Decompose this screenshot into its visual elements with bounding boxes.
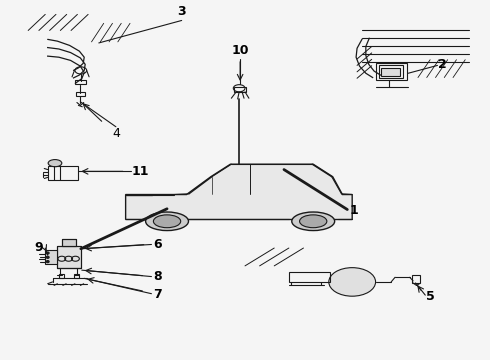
Ellipse shape [146,212,189,230]
Bar [76,92,85,96]
Ellipse shape [299,215,327,228]
Text: 8: 8 [153,270,162,283]
Text: 3: 3 [177,5,186,18]
Text: 4: 4 [112,127,120,140]
Bar [57,246,81,267]
Ellipse shape [329,267,375,296]
Text: 2: 2 [439,58,447,71]
Bar [234,87,246,92]
Bar [45,250,57,264]
Ellipse shape [46,256,49,258]
Ellipse shape [292,212,335,230]
Ellipse shape [46,261,49,263]
Ellipse shape [46,252,49,254]
Text: 11: 11 [132,165,149,178]
Bar [412,275,420,283]
Bar [62,239,76,246]
Ellipse shape [153,215,181,228]
Bar [74,274,79,278]
Ellipse shape [48,159,62,167]
Text: 10: 10 [231,44,249,57]
Text: 9: 9 [35,241,43,254]
Polygon shape [125,164,352,220]
Bar [48,166,78,180]
Bar [62,239,76,246]
Bar [379,66,403,78]
Bar [75,80,86,84]
Bar [289,272,330,282]
Text: 1: 1 [350,204,359,217]
Bar [375,63,407,80]
Bar [57,246,81,267]
Bar [59,274,64,278]
Bar [381,68,400,76]
Text: 5: 5 [426,290,435,303]
Text: 6: 6 [153,238,162,251]
Text: 7: 7 [153,288,162,301]
